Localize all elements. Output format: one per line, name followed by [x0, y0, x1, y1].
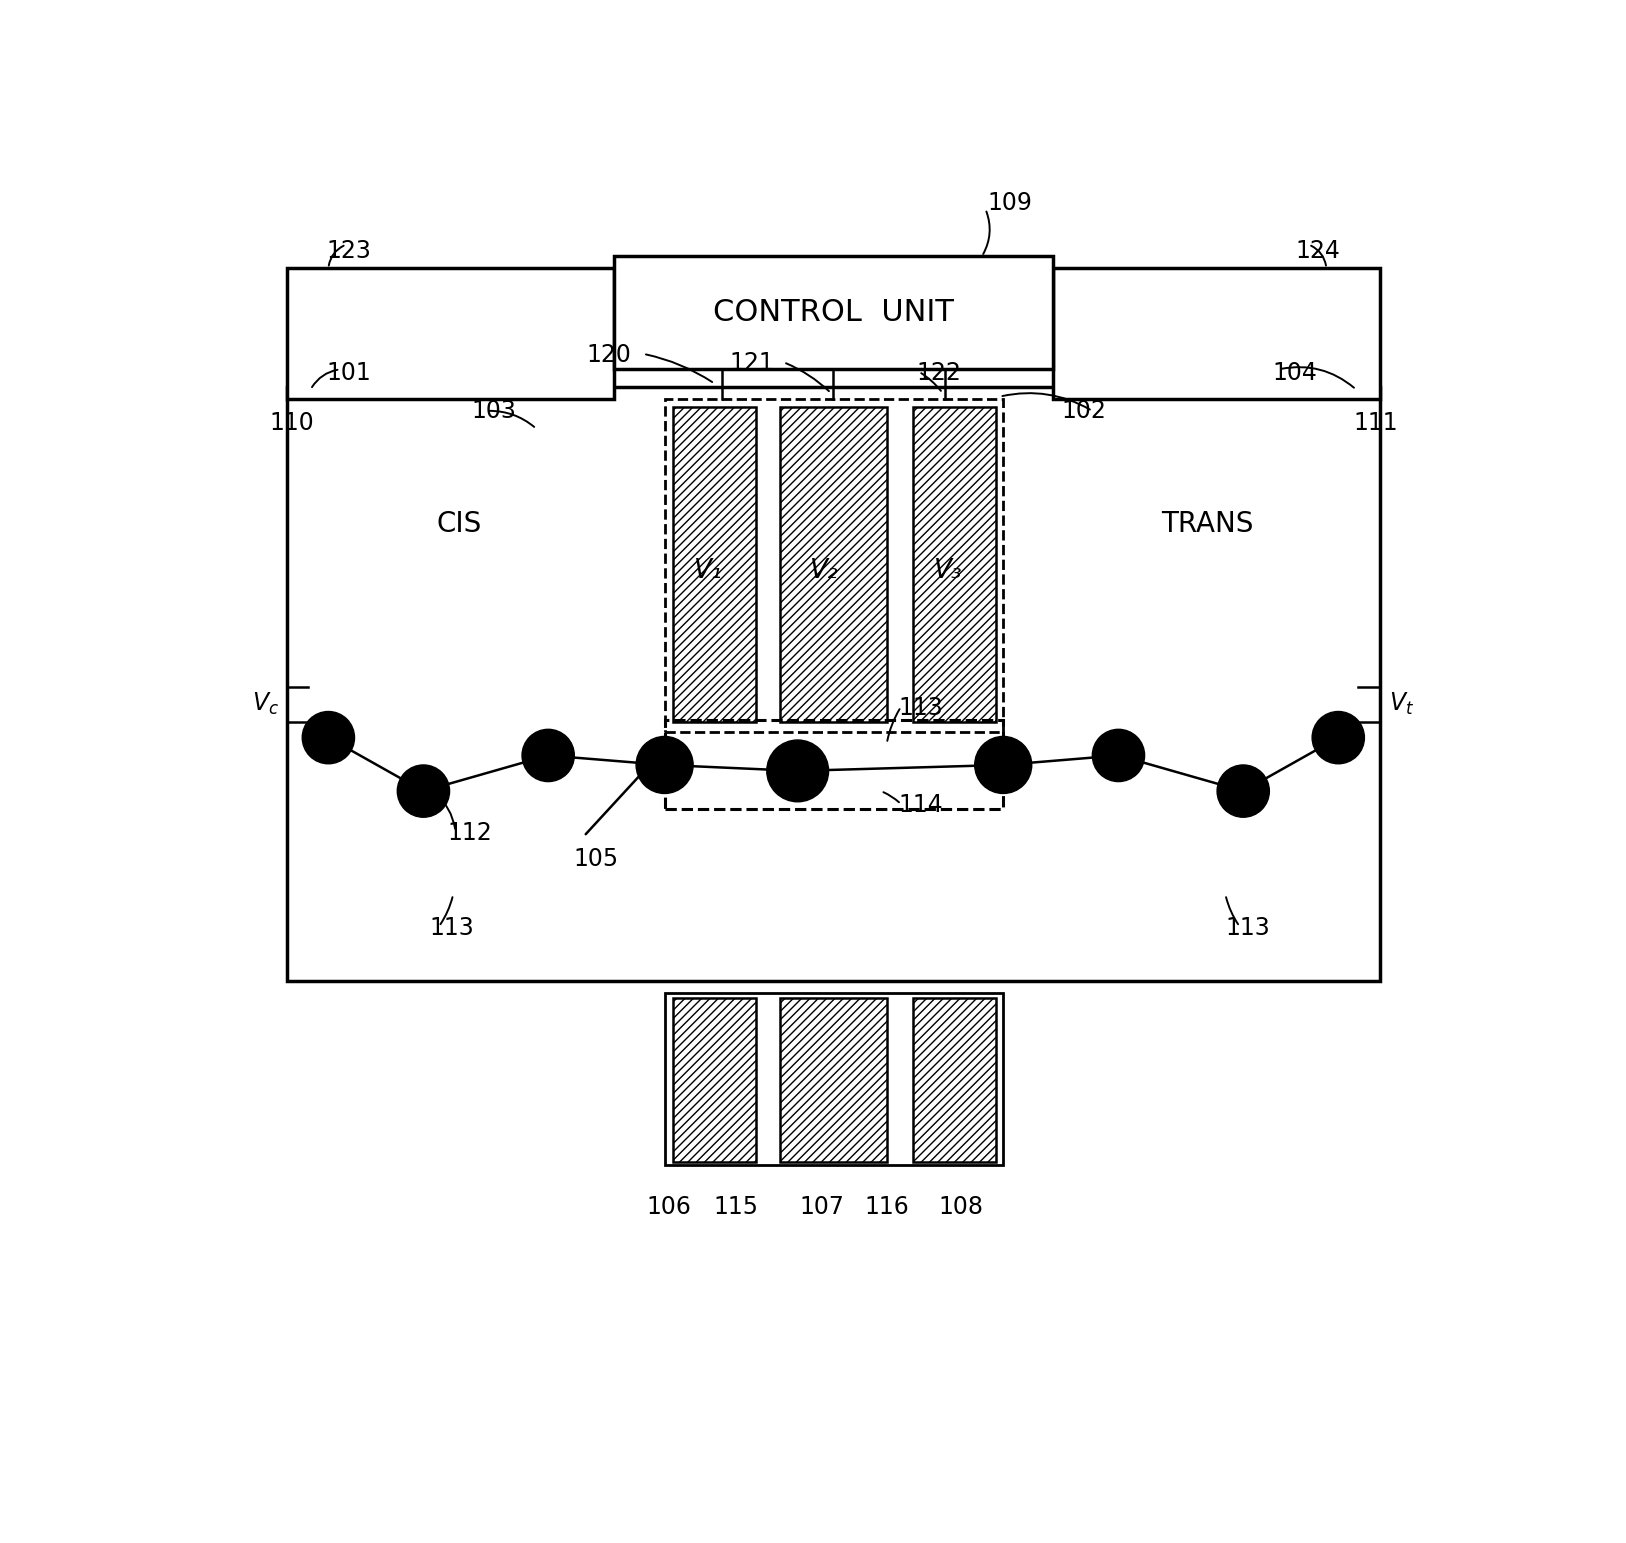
Text: 113: 113	[429, 915, 475, 940]
Circle shape	[1218, 765, 1270, 818]
Text: 101: 101	[325, 361, 371, 384]
Text: 113: 113	[1226, 915, 1270, 940]
Bar	[286, 268, 613, 400]
Text: 116: 116	[865, 1194, 909, 1219]
Bar	[665, 994, 1003, 1165]
Text: 121: 121	[728, 352, 774, 375]
Text: 105: 105	[572, 847, 618, 870]
Circle shape	[302, 711, 354, 764]
Bar	[912, 407, 997, 722]
Circle shape	[636, 736, 693, 793]
Text: 108: 108	[938, 1194, 984, 1219]
Text: 124: 124	[1296, 239, 1341, 262]
Circle shape	[767, 741, 829, 802]
Circle shape	[1312, 711, 1364, 764]
Text: 106: 106	[647, 1194, 691, 1219]
Text: 122: 122	[917, 361, 961, 384]
Circle shape	[397, 765, 449, 818]
Bar	[665, 719, 1003, 809]
Circle shape	[1093, 730, 1145, 782]
Text: 114: 114	[899, 793, 943, 818]
Text: 109: 109	[987, 191, 1033, 214]
Text: 104: 104	[1273, 361, 1317, 384]
Text: TRANS: TRANS	[1161, 509, 1254, 539]
Text: V₂: V₂	[810, 559, 837, 585]
Text: CONTROL  UNIT: CONTROL UNIT	[712, 298, 954, 327]
Text: 103: 103	[472, 400, 515, 423]
Text: 110: 110	[268, 410, 314, 435]
Text: V₃: V₃	[935, 559, 963, 585]
Bar	[673, 998, 756, 1162]
Bar	[613, 256, 1054, 369]
Text: 112: 112	[447, 821, 493, 844]
Bar	[1054, 268, 1380, 400]
Text: $V_c$: $V_c$	[252, 691, 280, 717]
Bar	[780, 407, 886, 722]
Text: 102: 102	[1062, 400, 1107, 423]
Text: $V_t$: $V_t$	[1389, 691, 1415, 717]
Text: 111: 111	[1353, 410, 1398, 435]
Text: V₁: V₁	[694, 559, 724, 585]
Circle shape	[522, 730, 574, 782]
Bar	[673, 407, 756, 722]
Text: 107: 107	[798, 1194, 844, 1219]
Bar	[286, 387, 1380, 981]
Text: 123: 123	[325, 239, 371, 262]
Bar	[912, 998, 997, 1162]
Text: 115: 115	[714, 1194, 758, 1219]
Text: 113: 113	[899, 696, 943, 721]
Text: 120: 120	[587, 343, 631, 367]
Circle shape	[974, 736, 1033, 793]
Text: CIS: CIS	[436, 509, 481, 539]
Bar	[665, 400, 1003, 731]
Bar	[780, 998, 886, 1162]
